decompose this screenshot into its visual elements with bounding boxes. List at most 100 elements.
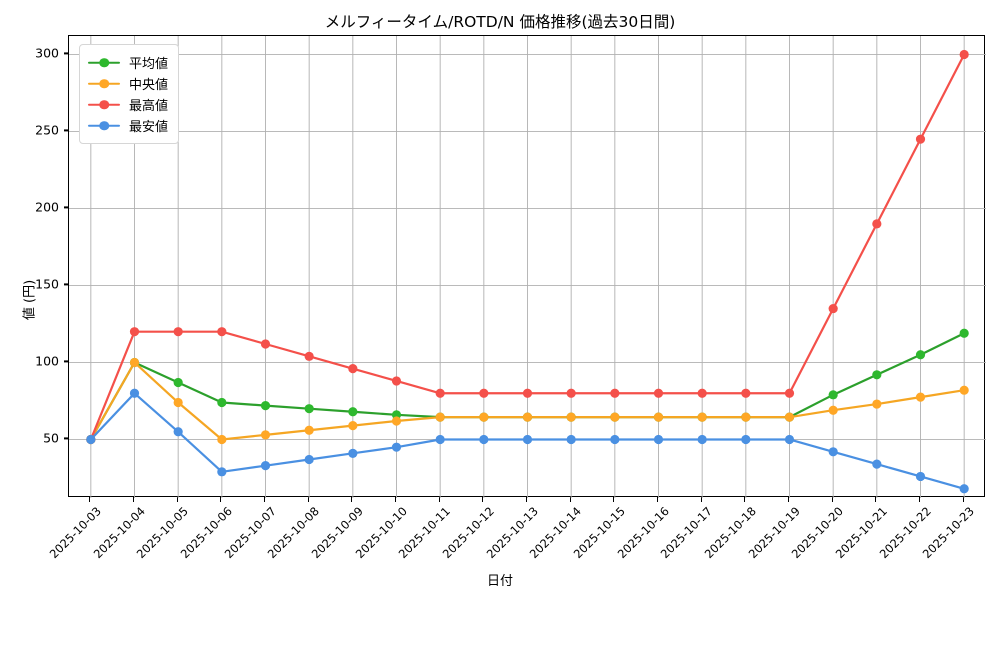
x-tick-mark bbox=[613, 497, 615, 502]
data-point bbox=[653, 434, 664, 445]
data-point bbox=[828, 405, 838, 415]
x-tick-mark bbox=[263, 497, 266, 502]
data-point bbox=[784, 434, 795, 445]
y-tick-label: 100 bbox=[35, 353, 59, 369]
data-point bbox=[173, 427, 183, 437]
legend-item-1[interactable]: 平均値 bbox=[88, 52, 168, 73]
data-point bbox=[348, 448, 358, 458]
data-point bbox=[784, 412, 795, 422]
data-point bbox=[260, 461, 271, 471]
data-point bbox=[741, 412, 751, 422]
x-tick-mark bbox=[918, 497, 921, 502]
data-point bbox=[479, 434, 489, 445]
data-point bbox=[304, 454, 314, 465]
data-point bbox=[653, 412, 664, 422]
data-point bbox=[697, 434, 707, 445]
data-point bbox=[522, 434, 533, 445]
x-axis-ticks: 2025-10-03 2025-10-04 2025-10-05 2025-10-06… bbox=[47, 497, 977, 561]
data-point bbox=[828, 447, 838, 457]
data-point bbox=[304, 351, 314, 361]
x-tick-mark bbox=[787, 497, 790, 502]
plot-area bbox=[68, 35, 986, 498]
y-axis-ticks: 50 100 150 200 250 300 bbox=[35, 45, 68, 446]
y-tick-mark bbox=[63, 52, 68, 55]
x-tick-mark bbox=[962, 497, 964, 502]
data-point bbox=[173, 327, 183, 337]
data-point bbox=[260, 430, 271, 440]
x-tick-mark bbox=[875, 497, 877, 502]
data-point bbox=[741, 434, 751, 445]
legend-label: 最安値 bbox=[129, 120, 169, 135]
data-point bbox=[435, 434, 445, 445]
data-point bbox=[217, 467, 227, 477]
data-point bbox=[348, 407, 358, 417]
data-point bbox=[348, 421, 358, 431]
y-tick-mark bbox=[63, 360, 68, 363]
y-tick-mark bbox=[63, 283, 68, 286]
data-point bbox=[784, 388, 795, 398]
data-point bbox=[566, 412, 576, 422]
x-tick-mark bbox=[700, 497, 702, 502]
data-point bbox=[304, 425, 314, 435]
data-point bbox=[129, 327, 140, 337]
legend-marker-icon bbox=[88, 119, 120, 133]
x-tick-mark bbox=[438, 497, 440, 502]
x-tick-mark bbox=[831, 497, 833, 502]
data-point bbox=[697, 388, 707, 398]
x-tick-mark bbox=[569, 497, 571, 502]
legend-item-2[interactable]: 中央値 bbox=[88, 73, 168, 94]
data-point bbox=[566, 388, 576, 398]
data-point bbox=[915, 134, 926, 144]
y-tick-label: 50 bbox=[43, 430, 59, 446]
data-point bbox=[872, 370, 882, 380]
data-point bbox=[260, 401, 271, 411]
data-point bbox=[391, 376, 402, 386]
y-tick-label: 300 bbox=[35, 45, 59, 61]
legend-marker-icon bbox=[88, 56, 120, 70]
data-point bbox=[828, 390, 838, 400]
data-point bbox=[915, 392, 926, 402]
data-point bbox=[697, 412, 707, 422]
data-point bbox=[915, 471, 926, 482]
x-tick-mark bbox=[482, 497, 484, 502]
y-tick-mark bbox=[63, 206, 68, 209]
data-point bbox=[566, 434, 576, 445]
data-point bbox=[959, 484, 969, 494]
data-point bbox=[959, 385, 969, 395]
data-point bbox=[522, 412, 533, 422]
y-tick-label: 250 bbox=[35, 122, 59, 138]
y-tick-mark bbox=[63, 129, 68, 132]
data-point bbox=[959, 328, 969, 338]
data-point bbox=[479, 412, 489, 422]
y-tick-mark bbox=[63, 437, 68, 440]
x-tick-mark bbox=[132, 497, 135, 502]
data-point bbox=[304, 404, 314, 414]
data-point bbox=[173, 377, 183, 388]
legend-label: 最高値 bbox=[129, 99, 169, 114]
legend-marker-icon bbox=[88, 98, 120, 112]
data-point bbox=[872, 219, 882, 229]
data-point bbox=[610, 434, 620, 445]
legend-item-3[interactable]: 最高値 bbox=[88, 94, 168, 115]
data-point bbox=[959, 49, 969, 60]
legend-item-4[interactable]: 最安値 bbox=[88, 115, 168, 136]
x-tick-mark bbox=[656, 497, 659, 502]
data-point bbox=[129, 388, 140, 398]
x-tick-mark bbox=[525, 497, 528, 502]
data-point bbox=[391, 416, 402, 426]
data-point bbox=[653, 388, 664, 398]
data-point bbox=[610, 412, 620, 422]
data-point bbox=[741, 388, 751, 398]
data-point bbox=[260, 339, 271, 349]
data-point bbox=[348, 364, 358, 374]
data-point bbox=[435, 412, 445, 422]
chart-figure: メルフィータイム/ROTD/N 価格推移(過去30日間) 値 (円) 日付 50… bbox=[23, 13, 986, 589]
chart-title: メルフィータイム/ROTD/N 価格推移(過去30日間) bbox=[324, 13, 676, 31]
data-point bbox=[391, 442, 402, 452]
x-tick-mark bbox=[394, 497, 397, 502]
legend-label: 中央値 bbox=[129, 78, 169, 93]
y-tick-label: 200 bbox=[35, 199, 59, 215]
x-tick-mark bbox=[89, 497, 91, 502]
y-tick-label: 150 bbox=[35, 276, 59, 292]
x-tick-mark bbox=[220, 497, 222, 502]
